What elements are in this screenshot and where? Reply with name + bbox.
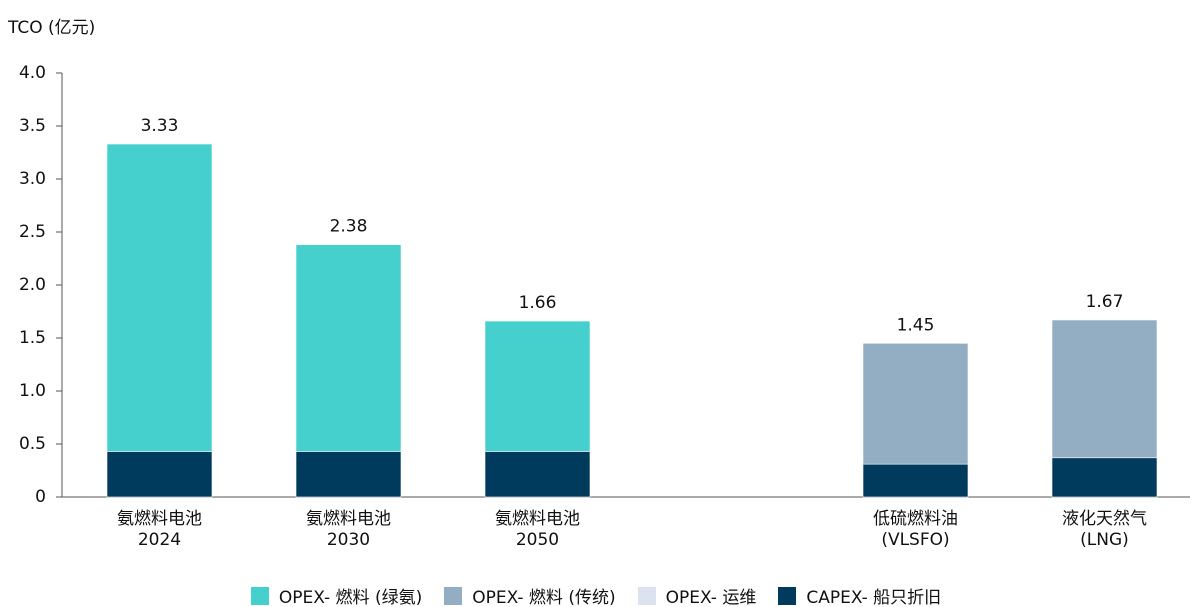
- bar-segment: [106, 451, 213, 498]
- bar-segment: [295, 451, 402, 498]
- legend: OPEX- 燃料 (绿氨) OPEX- 燃料 (传统) OPEX- 运维 CAPEX-…: [0, 583, 1192, 607]
- y-axis-label: TCO (亿元): [7, 18, 95, 38]
- legend-swatch: [778, 586, 797, 605]
- bar-segment: [484, 320, 591, 452]
- y-tick-label: 1.0: [19, 381, 46, 401]
- y-tick-label: 0.5: [19, 434, 46, 454]
- legend-item: OPEX- 运维: [637, 583, 757, 607]
- bar-segment: [862, 463, 969, 498]
- x-tick-label: 氨燃料电池 2030: [306, 509, 391, 550]
- y-tick-label: 1.5: [19, 328, 46, 348]
- legend-swatch: [250, 586, 269, 605]
- legend-item: OPEX- 燃料 (绿氨): [250, 583, 423, 607]
- y-tick-label: 0: [35, 487, 46, 507]
- legend-item: OPEX- 燃料 (传统): [444, 583, 616, 607]
- total-label: 1.66: [519, 293, 557, 313]
- bar-segment: [1051, 457, 1158, 498]
- total-label: 1.45: [897, 315, 935, 335]
- y-tick-label: 2.5: [19, 222, 46, 242]
- legend-label: CAPEX- 船只折旧: [806, 588, 942, 607]
- x-tick-label: 氨燃料电池 2050: [495, 509, 580, 550]
- legend-swatch: [444, 586, 463, 605]
- legend-label: OPEX- 燃料 (传统): [472, 588, 616, 607]
- y-tick-label: 4.0: [19, 63, 46, 83]
- y-tick-label: 3.5: [19, 116, 46, 136]
- y-tick-label: 2.0: [19, 275, 46, 295]
- y-tick-label: 3.0: [19, 169, 46, 189]
- legend-label: OPEX- 燃料 (绿氨): [278, 588, 423, 607]
- x-tick-label: 液化天然气 (LNG): [1062, 509, 1147, 550]
- bar-segment: [106, 143, 213, 452]
- bar-segment: [1051, 319, 1158, 459]
- total-label: 3.33: [141, 116, 179, 136]
- total-label: 2.38: [330, 217, 368, 237]
- legend-swatch: [637, 586, 656, 605]
- x-tick-label: 低硫燃料油 (VLSFO): [873, 509, 958, 550]
- legend-item: CAPEX- 船只折旧: [778, 583, 941, 607]
- total-label: 1.67: [1086, 292, 1124, 312]
- x-tick-label: 氨燃料电池 2024: [117, 509, 202, 550]
- bar-segment: [295, 244, 402, 452]
- legend-label: OPEX- 运维: [665, 588, 757, 607]
- bar-segment: [484, 451, 591, 498]
- bar-segment: [862, 342, 969, 465]
